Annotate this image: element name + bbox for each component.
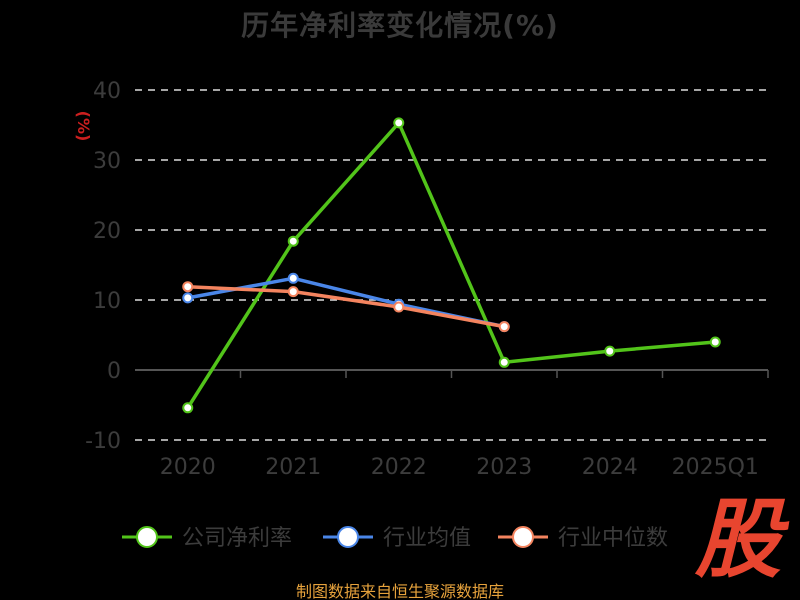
series-lines: [182, 117, 721, 414]
y-tick-label: 20: [93, 219, 121, 244]
series-line: [187, 284, 505, 329]
data-point: [182, 402, 194, 414]
y-axis-label: (%): [74, 111, 93, 142]
series-line: [186, 121, 716, 409]
data-point: [498, 356, 510, 368]
data-point: [182, 292, 194, 304]
data-point: [498, 321, 510, 333]
data-point: [604, 345, 616, 357]
data-point: [393, 301, 405, 313]
legend-marker: [512, 526, 534, 548]
x-tick-label: 2022: [371, 455, 427, 480]
data-point: [287, 272, 299, 284]
chart-title: 历年净利率变化情况(%): [241, 9, 559, 42]
x-tick-label: 2020: [160, 455, 216, 480]
x-tick-label: 2021: [265, 455, 321, 480]
legend: 公司净利率 行业均值 行业中位数: [122, 526, 668, 551]
y-tick-label: 40: [93, 79, 121, 104]
logo: 股: [695, 490, 781, 590]
legend-label: 公司净利率: [182, 526, 292, 551]
data-point: [287, 286, 299, 298]
y-tick-label: 10: [93, 289, 121, 314]
data-point: [287, 235, 299, 247]
legend-label: 行业中位数: [558, 526, 668, 551]
y-tick-label: 0: [107, 359, 121, 384]
x-tick-label: 2024: [582, 455, 638, 480]
x-tick-label: 2023: [476, 455, 532, 480]
data-point: [709, 336, 721, 348]
legend-marker: [136, 526, 158, 548]
legend-label: 行业均值: [383, 526, 471, 551]
axes: 40 30 20 10 0 -10 2020 2021 2022 2023 2024 2025Q1: [85, 79, 769, 480]
data-point: [182, 281, 194, 293]
y-tick-label: -10: [85, 429, 121, 454]
y-tick-label: 30: [93, 149, 121, 174]
source-note: 制图数据来自恒生聚源数据库: [295, 582, 504, 600]
grid-lines: [135, 89, 768, 441]
data-point: [393, 117, 405, 129]
legend-marker: [337, 526, 359, 548]
x-tick-label: 2025Q1: [672, 455, 759, 480]
